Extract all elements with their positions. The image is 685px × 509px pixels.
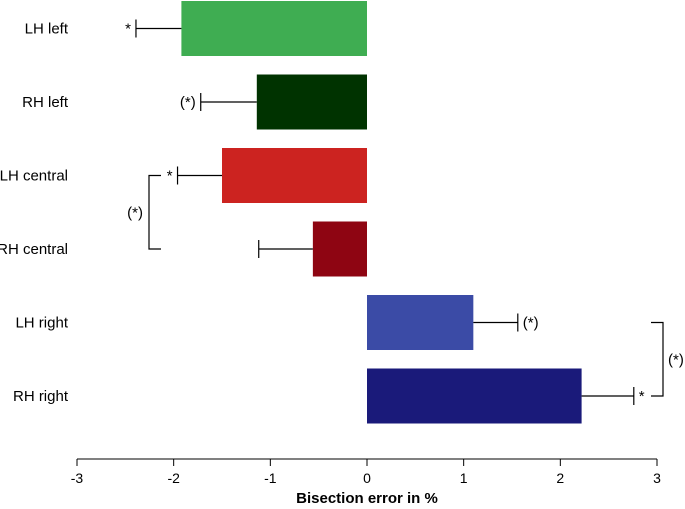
x-tick-label--3: -3 xyxy=(71,470,84,486)
category-label-lh-left: LH left xyxy=(25,21,69,38)
bar-lh-left xyxy=(181,1,367,56)
bars-layer xyxy=(181,1,582,424)
category-labels-layer: LH left RH left LH central RH central LH rig… xyxy=(0,21,69,406)
error-bar-lh-right xyxy=(473,313,519,332)
category-label-rh-left: RH left xyxy=(22,94,69,111)
error-bar-lh-left xyxy=(135,19,182,38)
error-bar-rh-right xyxy=(581,387,635,405)
annotations-layer: * (*) * (*) * (*) (*) xyxy=(125,21,684,406)
category-label-rh-central: RH central xyxy=(0,241,68,258)
category-label-lh-central: LH central xyxy=(0,168,68,185)
x-tick-label-0: 0 xyxy=(363,470,371,486)
x-tick-label--2: -2 xyxy=(167,470,180,486)
error-bar-rh-left xyxy=(200,93,257,111)
bracket-right-1: (*) xyxy=(651,321,684,397)
x-tick-label-2: 2 xyxy=(556,470,564,486)
significance-rh-left: (*) xyxy=(180,94,196,111)
significance-lh-left: * xyxy=(125,21,131,38)
significance-rh-right: * xyxy=(639,388,645,405)
x-tick-label-3: 3 xyxy=(653,470,661,486)
significance-lh-central: * xyxy=(167,168,173,185)
x-tick-label-1: 1 xyxy=(460,470,468,486)
bar-lh-right xyxy=(367,295,474,350)
bracket-line xyxy=(148,174,161,250)
bar-lh-central xyxy=(222,148,367,203)
category-label-lh-right: LH right xyxy=(15,315,68,332)
bar-rh-right xyxy=(367,368,582,424)
bar-rh-central xyxy=(312,221,367,277)
bracket-line xyxy=(651,321,664,397)
bar-rh-left xyxy=(256,74,367,130)
bracket-left-0: (*) xyxy=(127,174,161,250)
x-axis-title: Bisection error in % xyxy=(296,490,438,507)
error-bar-rh-central xyxy=(258,240,313,258)
category-label-rh-right: RH right xyxy=(13,388,69,405)
significance-lh-right: (*) xyxy=(523,315,539,332)
error-bar-lh-central xyxy=(176,166,222,185)
x-axis: -3 -2 -1 0 1 2 3 xyxy=(71,458,661,486)
bracket-label: (*) xyxy=(668,351,684,368)
bracket-label: (*) xyxy=(127,204,143,221)
error-bars-layer xyxy=(135,19,635,405)
x-tick-label--1: -1 xyxy=(264,470,277,486)
